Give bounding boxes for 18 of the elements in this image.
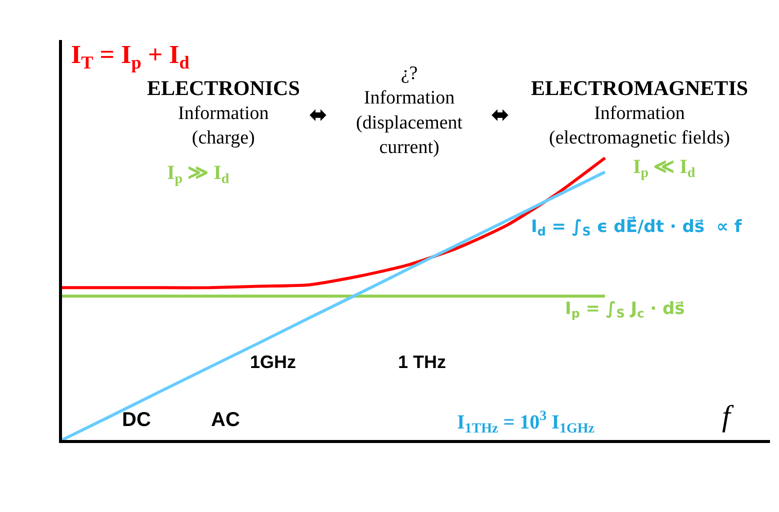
annotation: I$_{p}$ = ∫$_{S}$ J$_{c}$ · ds⃗ bbox=[565, 299, 685, 321]
text: ⬌ bbox=[491, 103, 510, 128]
text: Information (charge) bbox=[178, 103, 270, 149]
text: ⬌ bbox=[309, 103, 328, 128]
annotation: 1 THz bbox=[398, 352, 446, 372]
text: ELECTRONICS bbox=[147, 76, 300, 100]
chart-title: I$_{T}$ = I$_{p}$ + I$_{d}$ bbox=[71, 40, 190, 72]
annotation: 1GHz bbox=[250, 352, 296, 372]
text: Information (electromagnetic fields) bbox=[549, 103, 730, 149]
annotation: DC bbox=[122, 409, 151, 431]
annotation: I$_{1THz}$ = 10$^{3}$ I$_{1GHz}$ bbox=[457, 409, 594, 437]
x-axis-title: f bbox=[722, 400, 734, 433]
text: ELECTROMAGNETIS bbox=[531, 76, 748, 100]
text: I$_{p}$ ≪ I$_{d}$ bbox=[633, 156, 696, 182]
annotation: I$_{p}$ ≫ I$_{d}$ bbox=[167, 162, 230, 188]
annotation: AC bbox=[211, 409, 240, 431]
annotation: I$_{d}$ = ∫$_{S}$ ϵ dE⃗/dt · ds⃗ ∝ f bbox=[531, 216, 742, 239]
annotation: ¿? Information (displacement current) bbox=[356, 63, 464, 158]
